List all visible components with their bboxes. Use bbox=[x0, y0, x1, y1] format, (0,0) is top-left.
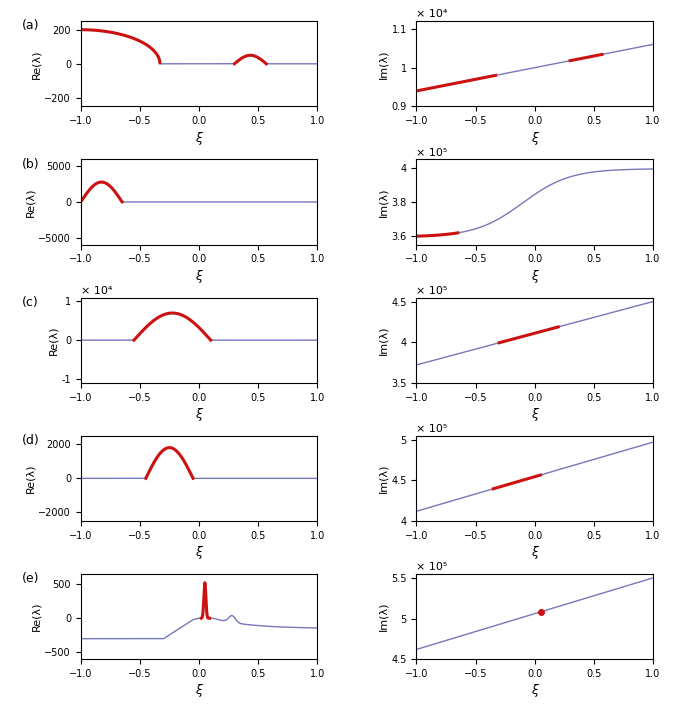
Text: × 10⁴: × 10⁴ bbox=[417, 9, 448, 20]
Y-axis label: Im(λ): Im(λ) bbox=[379, 188, 389, 216]
Text: × 10⁵: × 10⁵ bbox=[417, 562, 448, 572]
Y-axis label: Im(λ): Im(λ) bbox=[378, 602, 388, 631]
Text: × 10⁵: × 10⁵ bbox=[417, 286, 448, 296]
Text: (e): (e) bbox=[22, 572, 39, 585]
Y-axis label: Re(λ): Re(λ) bbox=[32, 49, 42, 78]
Y-axis label: Re(λ): Re(λ) bbox=[48, 326, 59, 355]
Text: × 10⁵: × 10⁵ bbox=[417, 424, 448, 434]
Text: × 10⁴: × 10⁴ bbox=[81, 286, 112, 296]
X-axis label: ξ: ξ bbox=[531, 408, 538, 421]
X-axis label: ξ: ξ bbox=[531, 546, 538, 559]
Y-axis label: Re(λ): Re(λ) bbox=[26, 188, 36, 216]
Y-axis label: Re(λ): Re(λ) bbox=[32, 602, 42, 631]
X-axis label: ξ: ξ bbox=[195, 685, 203, 697]
X-axis label: ξ: ξ bbox=[531, 132, 538, 145]
Text: × 10⁵: × 10⁵ bbox=[417, 147, 448, 158]
X-axis label: ξ: ξ bbox=[195, 408, 203, 421]
X-axis label: ξ: ξ bbox=[531, 270, 538, 283]
Text: (c): (c) bbox=[22, 296, 38, 309]
Y-axis label: Re(λ): Re(λ) bbox=[26, 464, 36, 493]
X-axis label: ξ: ξ bbox=[195, 270, 203, 283]
Y-axis label: Im(λ): Im(λ) bbox=[378, 326, 388, 355]
X-axis label: ξ: ξ bbox=[195, 546, 203, 559]
X-axis label: ξ: ξ bbox=[195, 132, 203, 145]
Text: (a): (a) bbox=[22, 20, 39, 32]
X-axis label: ξ: ξ bbox=[531, 685, 538, 697]
Text: (d): (d) bbox=[22, 434, 40, 447]
Y-axis label: Im(λ): Im(λ) bbox=[378, 464, 388, 493]
Y-axis label: Im(λ): Im(λ) bbox=[379, 49, 389, 78]
Text: (b): (b) bbox=[22, 158, 39, 171]
